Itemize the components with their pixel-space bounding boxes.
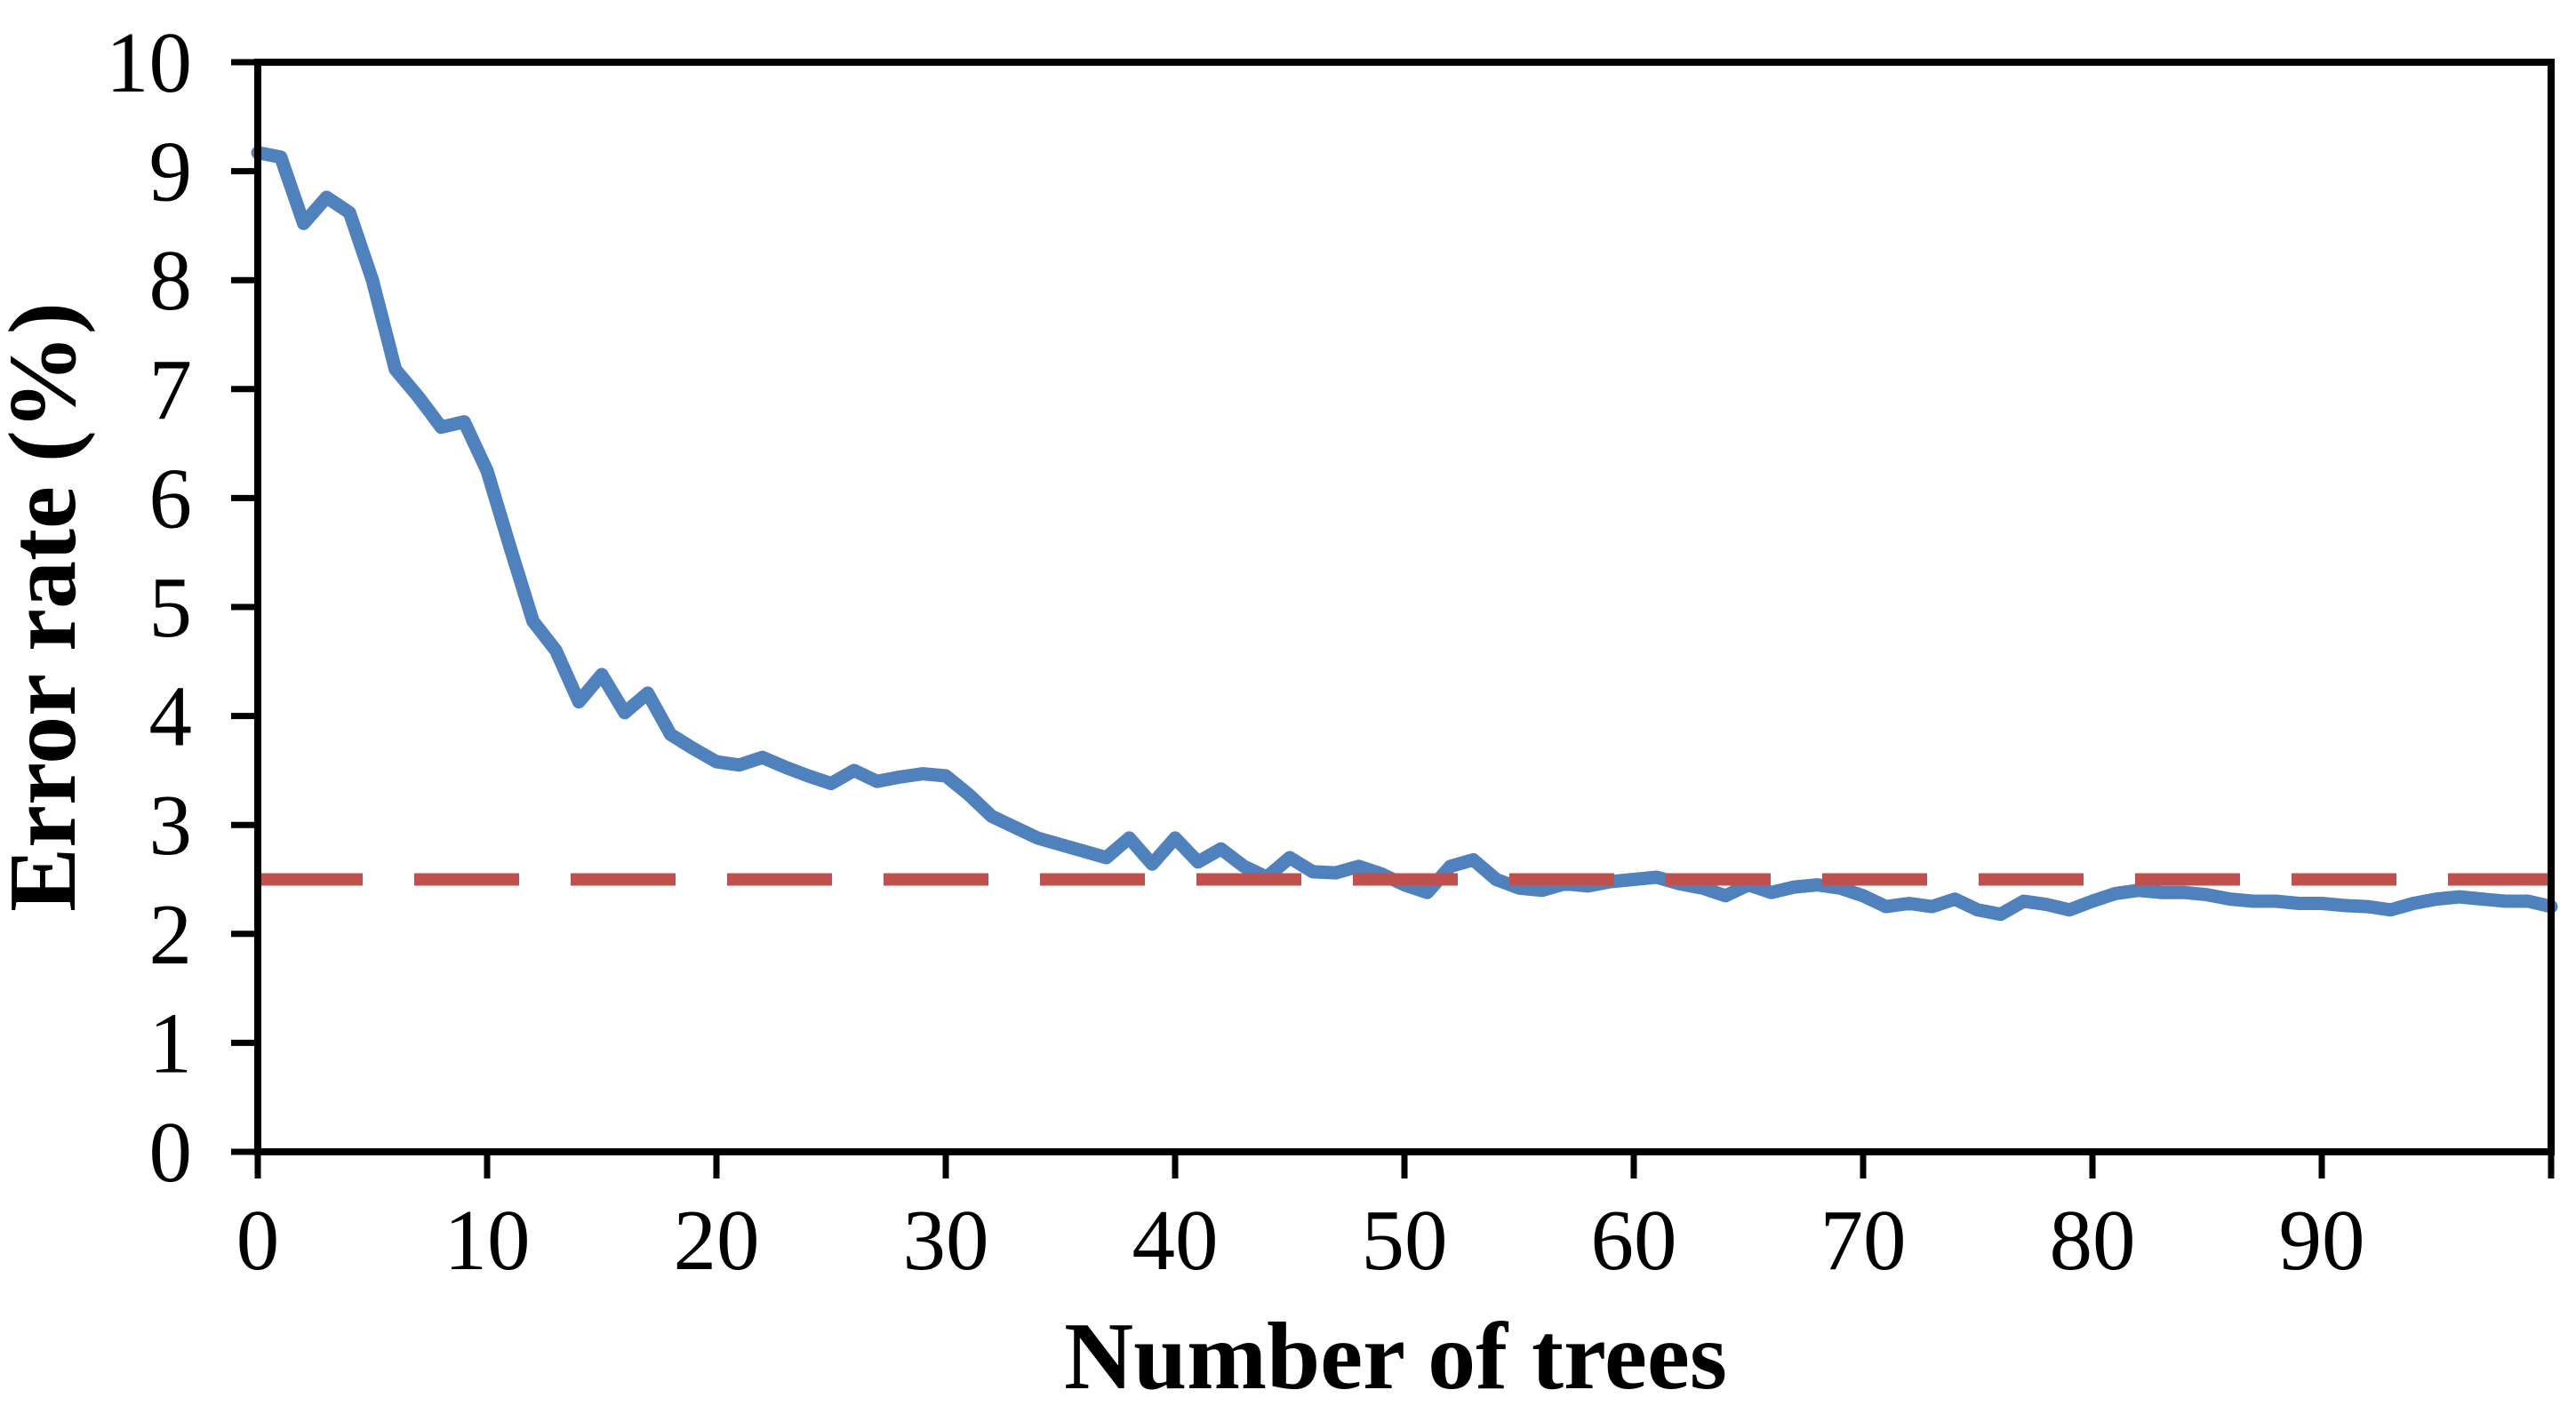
x-tick-label: 20 <box>674 1193 760 1288</box>
y-tick-label: 5 <box>149 560 193 655</box>
x-axis-title: Number of trees <box>1064 1304 1727 1410</box>
x-tick-label: 30 <box>903 1193 989 1288</box>
x-tick-label: 10 <box>444 1193 531 1288</box>
y-tick-label: 4 <box>149 669 193 764</box>
x-tick-label: 80 <box>2050 1193 2136 1288</box>
x-tick-label: 60 <box>1591 1193 1677 1288</box>
axis-layer: 0 1 2 3 4 5 6 7 8 9 10 0 10 20 30 40 50 60 70 80 90 <box>106 15 2555 1288</box>
plot-frame <box>254 59 2555 1155</box>
series-layer <box>251 146 2558 922</box>
y-tick-label: 3 <box>149 778 193 873</box>
x-tick-label: 50 <box>1362 1193 1448 1288</box>
y-tick-label: 2 <box>149 887 193 982</box>
x-tick-label: 0 <box>236 1193 280 1288</box>
x-tick-label: 70 <box>1820 1193 1907 1288</box>
y-tick-label: 7 <box>149 342 193 437</box>
error-rate-line <box>251 146 2558 922</box>
x-tick-label: 90 <box>2279 1193 2365 1288</box>
x-tick-label: 40 <box>1132 1193 1219 1288</box>
y-tick-label: 1 <box>149 995 193 1090</box>
y-axis-title: Error rate (%) <box>0 302 96 912</box>
y-tick-label: 0 <box>149 1105 193 1200</box>
y-tick-label: 6 <box>149 451 193 546</box>
y-tick-label: 8 <box>149 233 193 328</box>
y-tick-label: 9 <box>149 124 193 220</box>
y-tick-label: 10 <box>106 15 192 110</box>
